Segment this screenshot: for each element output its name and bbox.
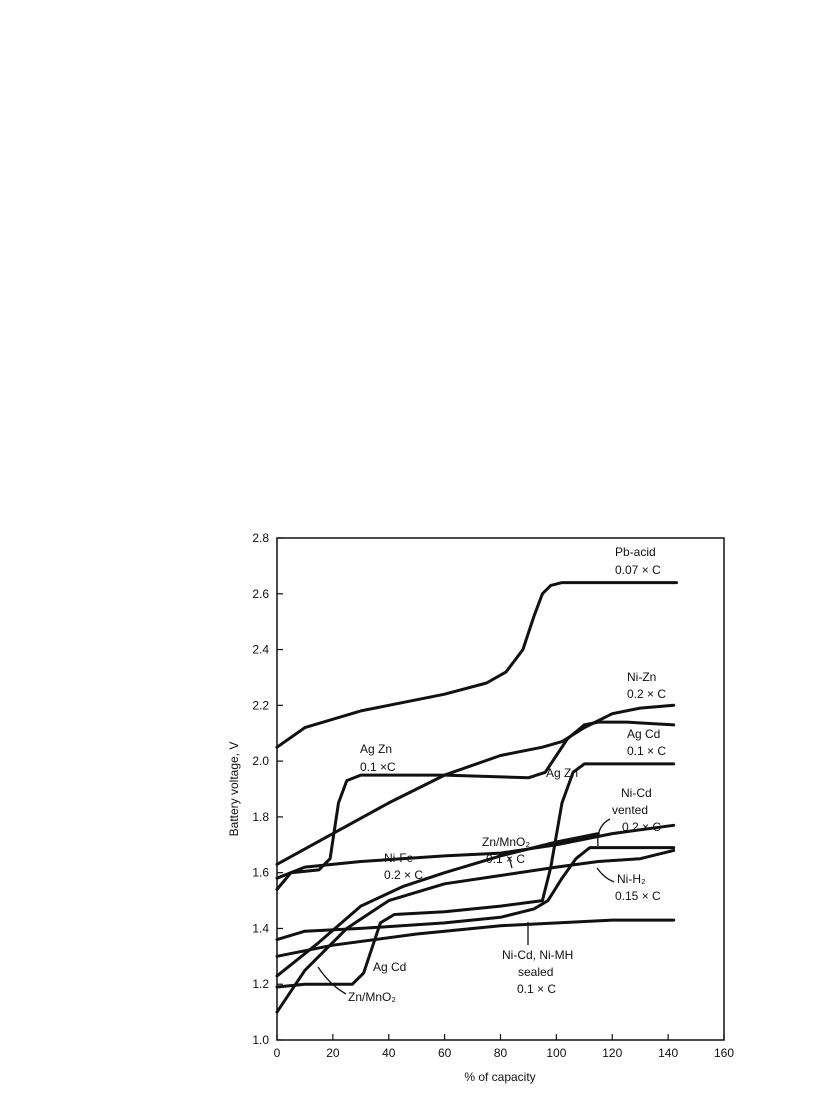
y-tick-label: 1.2 bbox=[252, 977, 269, 991]
x-tick-label: 0 bbox=[274, 1046, 281, 1060]
annotation: Ag Cd bbox=[373, 960, 406, 974]
arrow bbox=[508, 856, 513, 869]
arrow bbox=[317, 966, 347, 995]
series-note: 0.1 × C bbox=[517, 982, 556, 996]
series-label: Ni-H₂ bbox=[617, 872, 646, 886]
series-line bbox=[275, 832, 600, 978]
series-note: sealed bbox=[518, 965, 553, 979]
series-label: Ni-Cd, Ni-MH bbox=[502, 948, 573, 962]
series-note: 0.2 × C bbox=[622, 820, 661, 834]
x-tick-label: 20 bbox=[326, 1046, 340, 1060]
series-line bbox=[275, 823, 676, 880]
y-tick-label: 1.6 bbox=[252, 866, 269, 880]
series-note: 0.07 × C bbox=[615, 563, 661, 577]
series-line bbox=[275, 848, 676, 1014]
series-line bbox=[275, 581, 678, 749]
series-note: vented bbox=[612, 803, 648, 817]
y-tick-label: 1.0 bbox=[252, 1033, 269, 1047]
series-note: 0.15 × C bbox=[615, 889, 661, 903]
y-tick-label: 2.0 bbox=[252, 754, 269, 768]
x-tick-label: 120 bbox=[602, 1046, 622, 1060]
series-label: Ni-Fe bbox=[384, 851, 414, 865]
series-note: 0.1 × C bbox=[486, 852, 525, 866]
x-tick-label: 100 bbox=[546, 1046, 566, 1060]
series-label: Ni-Cd bbox=[621, 786, 652, 800]
series-line bbox=[275, 762, 676, 989]
series-note: 0.2 × C bbox=[627, 687, 666, 701]
series-label: Ni-Zn bbox=[627, 670, 656, 684]
y-tick-label: 1.8 bbox=[252, 810, 269, 824]
series-label: Ag Cd bbox=[627, 727, 660, 741]
series-line bbox=[275, 918, 676, 958]
series-note: 0.1 × C bbox=[627, 744, 666, 758]
y-axis-label: Battery voltage, V bbox=[227, 742, 241, 837]
series-label: Ag Zn bbox=[360, 742, 392, 756]
series-line bbox=[275, 703, 676, 866]
x-tick-label: 60 bbox=[438, 1046, 452, 1060]
y-tick-label: 1.4 bbox=[252, 921, 269, 935]
series-note: 0.2 × C bbox=[384, 868, 423, 882]
series-label: Zn/MnO₂ bbox=[482, 835, 530, 849]
y-tick-label: 2.2 bbox=[252, 698, 269, 712]
x-axis-label: % of capacity bbox=[464, 1070, 535, 1084]
series-line bbox=[275, 846, 676, 942]
arrow bbox=[596, 867, 615, 883]
y-tick-label: 2.6 bbox=[252, 587, 269, 601]
x-tick-label: 40 bbox=[382, 1046, 396, 1060]
arrow bbox=[597, 818, 611, 847]
series-label: Pb-acid bbox=[615, 545, 656, 559]
x-tick-label: 140 bbox=[658, 1046, 678, 1060]
series-note: 0.1 ×C bbox=[360, 760, 396, 774]
annotation: Ag Zn bbox=[546, 766, 578, 780]
y-tick-label: 2.8 bbox=[252, 531, 269, 545]
x-tick-label: 160 bbox=[714, 1046, 734, 1060]
annotation: Zn/MnO₂ bbox=[348, 990, 396, 1004]
y-tick-label: 2.4 bbox=[252, 643, 269, 657]
x-tick-label: 80 bbox=[494, 1046, 508, 1060]
